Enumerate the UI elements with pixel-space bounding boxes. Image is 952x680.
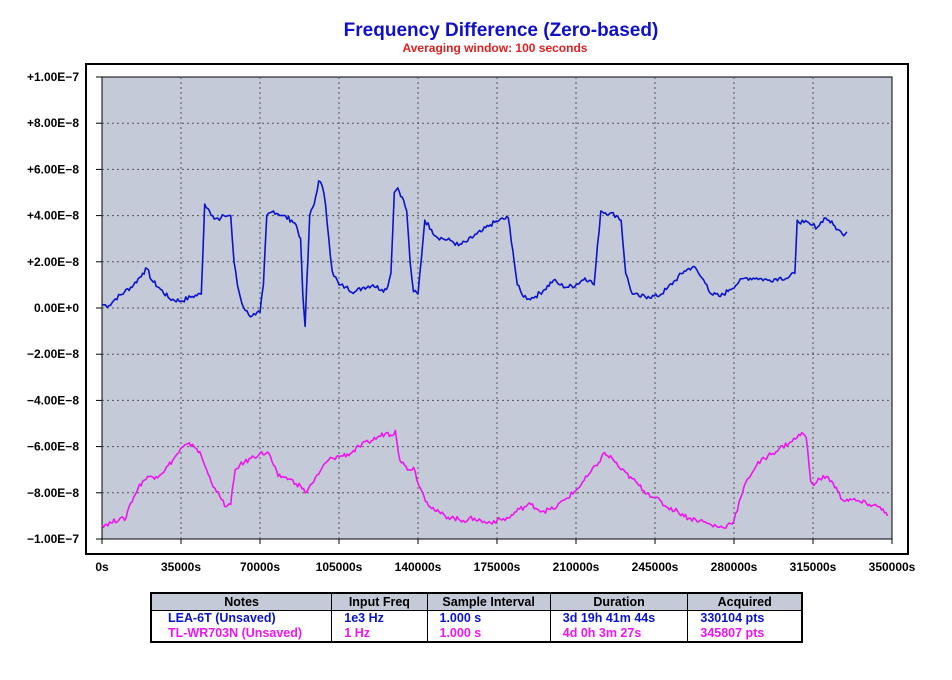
- x-tick-label: 315000s: [790, 560, 837, 574]
- row-notes: TL-WR703N (Unsaved): [150, 626, 333, 642]
- x-tick-label: 70000s: [240, 560, 280, 574]
- y-tick-label: −4.00E−8: [27, 393, 79, 407]
- x-tick-label: 175000s: [474, 560, 521, 574]
- x-tick-label: 0s: [95, 560, 109, 574]
- row-input-freq: 1 Hz: [331, 626, 428, 642]
- table-row: LEA-6T (Unsaved) 1e3 Hz 1.000 s 3d 19h 4…: [150, 610, 803, 626]
- chart-title: Frequency Difference (Zero-based): [344, 20, 659, 41]
- y-tick-label: +8.00E−8: [27, 116, 79, 130]
- x-tick-label: 350000s: [869, 560, 916, 574]
- legend-table: Notes Input Freq Sample Interval Duratio…: [150, 592, 803, 643]
- row-duration: 4d 0h 3m 27s: [549, 626, 689, 642]
- y-tick-label: +2.00E−8: [27, 255, 79, 269]
- x-tick-label: 140000s: [395, 560, 442, 574]
- row-acquired: 345807 pts: [687, 626, 803, 642]
- y-tick-label: +1.00E−7: [27, 70, 79, 84]
- row-notes: LEA-6T (Unsaved): [150, 610, 333, 626]
- chart-subtitle: Averaging window: 100 seconds: [403, 41, 588, 55]
- y-tick-label: −8.00E−8: [27, 486, 79, 500]
- header-acquired: Acquired: [687, 592, 803, 611]
- y-tick-label: −2.00E−8: [27, 347, 79, 361]
- x-tick-label: 210000s: [553, 560, 600, 574]
- row-input-freq: 1e3 Hz: [331, 610, 428, 626]
- y-tick-label: −1.00E−7: [27, 532, 79, 546]
- y-tick-label: +6.00E−8: [27, 162, 79, 176]
- y-axis-ticks: +1.00E−7 +8.00E−8 +6.00E−8 +4.00E−8 +2.00E−8…: [27, 70, 102, 546]
- series-line-1: [101, 180, 848, 328]
- header-notes: Notes: [150, 592, 333, 611]
- y-tick-label: +4.00E−8: [27, 209, 79, 223]
- row-sample-interval: 1.000 s: [426, 610, 551, 626]
- header-sample-interval: Sample Interval: [426, 592, 551, 611]
- x-tick-label: 245000s: [632, 560, 679, 574]
- table-row: TL-WR703N (Unsaved) 1 Hz 1.000 s 4d 0h 3…: [150, 626, 803, 642]
- series-layer: [101, 180, 889, 530]
- legend-header-row: Notes Input Freq Sample Interval Duratio…: [150, 592, 803, 611]
- header-duration: Duration: [549, 592, 689, 611]
- row-acquired: 330104 pts: [687, 610, 803, 626]
- row-duration: 3d 19h 41m 44s: [549, 610, 689, 626]
- x-axis-ticks: 0s 35000s 70000s 105000s 140000s 175000s 21000…: [95, 539, 916, 574]
- row-sample-interval: 1.000 s: [426, 626, 551, 642]
- x-tick-label: 280000s: [711, 560, 758, 574]
- y-tick-label: −6.00E−8: [27, 440, 79, 454]
- x-tick-label: 35000s: [161, 560, 201, 574]
- y-tick-label: 0.00E+0: [34, 301, 79, 315]
- x-tick-label: 105000s: [316, 560, 363, 574]
- header-input-freq: Input Freq: [331, 592, 428, 611]
- series-line-2: [101, 429, 889, 530]
